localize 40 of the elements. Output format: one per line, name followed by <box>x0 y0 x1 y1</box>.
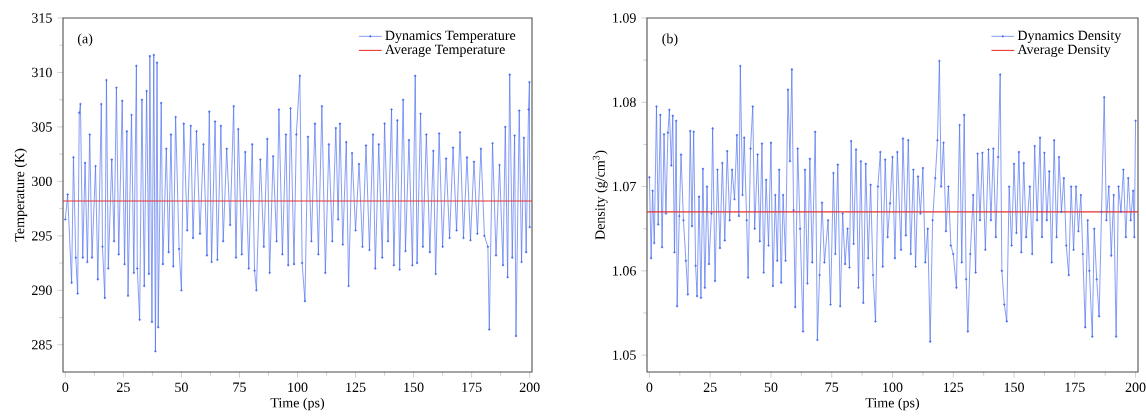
y-tick-label: 285 <box>32 340 52 350</box>
x-tick-label: 25 <box>703 382 717 393</box>
x-tick-label: 175 <box>1065 382 1085 392</box>
y-tick-label: 1.06 <box>613 266 636 276</box>
x-tick-label: 200 <box>1125 382 1146 393</box>
legend-label: Dynamics Density <box>1017 30 1122 43</box>
x-tick-label: 0 <box>646 382 653 393</box>
y-tick-label: 305 <box>32 122 52 132</box>
x-tick-label: 175 <box>462 382 482 392</box>
x-axis-title: Time (ps) <box>865 397 920 411</box>
legend-label: Average Density <box>1017 44 1111 57</box>
annotation: (b) <box>662 33 678 47</box>
y-tick-label: 290 <box>32 285 52 296</box>
y-tick-label: 1.08 <box>613 97 636 108</box>
y-axis-title: Density (g/cm$^{3}$) <box>592 150 608 240</box>
x-tick-label: 50 <box>764 382 778 393</box>
y-tick-label: 300 <box>32 176 52 187</box>
x-tick-label: 0 <box>62 382 69 393</box>
x-tick-label: 100 <box>288 382 308 393</box>
x-tick-label: 100 <box>883 382 903 393</box>
y-tick-label: 1.05 <box>613 350 636 360</box>
x-tick-label: 75 <box>825 382 839 392</box>
x-tick-label: 25 <box>116 382 130 393</box>
x-tick-label: 150 <box>1004 382 1024 393</box>
x-axis-title: Time (ps) <box>270 397 325 411</box>
y-axis-title: Temperature (K) <box>14 148 28 242</box>
y-tick-label: 1.07 <box>613 181 636 192</box>
x-tick-label: 125 <box>346 382 366 393</box>
x-tick-label: 125 <box>944 382 964 393</box>
x-tick-label: 75 <box>233 382 246 392</box>
legend-label: Average Temperature <box>385 44 505 57</box>
legend-label: Dynamics Temperature <box>385 30 516 43</box>
y-tick-label: 315 <box>32 13 52 23</box>
annotation: (a) <box>77 33 93 47</box>
y-tick-label: 295 <box>32 231 52 241</box>
y-tick-label: 310 <box>32 67 52 78</box>
x-tick-label: 200 <box>519 382 540 393</box>
x-tick-label: 150 <box>404 382 424 393</box>
x-tick-label: 50 <box>175 382 188 393</box>
y-tick-label: 1.09 <box>613 13 636 23</box>
